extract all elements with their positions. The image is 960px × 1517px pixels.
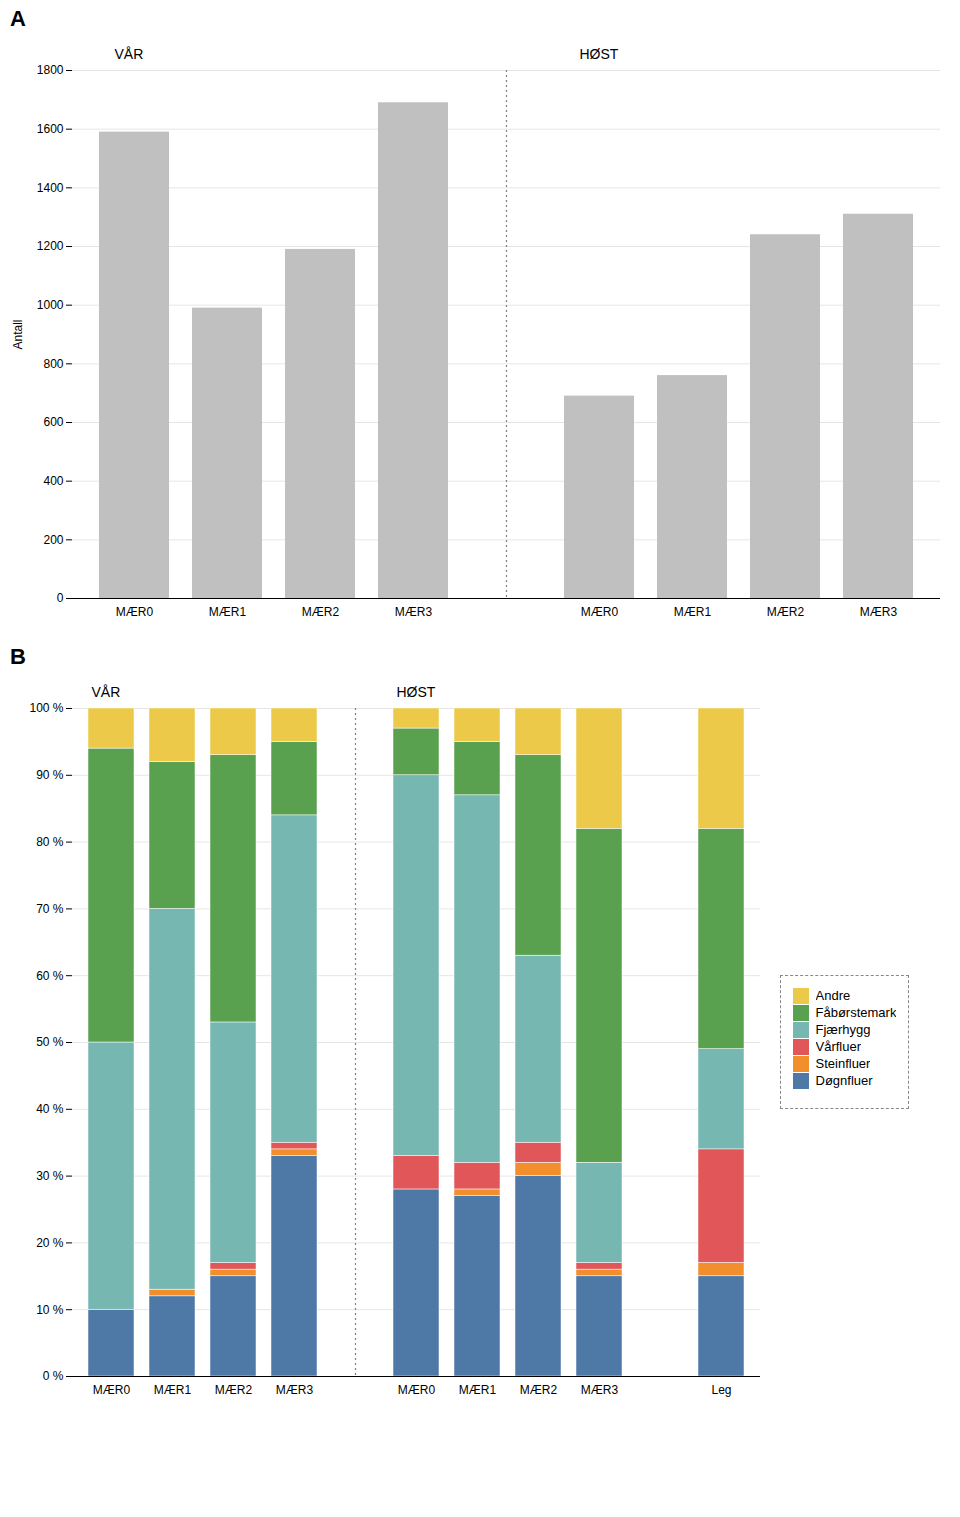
- svg-text:MÆR0: MÆR0: [398, 1383, 436, 1397]
- svg-text:10 %: 10 %: [36, 1303, 64, 1317]
- svg-text:100 %: 100 %: [29, 701, 63, 715]
- svg-text:MÆR2: MÆR2: [767, 605, 805, 619]
- html-text:Døgnfluer: Døgnfluer: [815, 1073, 873, 1089]
- svg-text:600: 600: [43, 415, 63, 429]
- svg-text:MÆR0: MÆR0: [581, 605, 619, 619]
- html-text:B: B: [10, 644, 26, 669]
- svg-text:0: 0: [57, 591, 64, 605]
- svg-text:60 %: 60 %: [36, 969, 64, 983]
- svg-text:50 %: 50 %: [36, 1035, 64, 1049]
- svg-text:1800: 1800: [37, 63, 64, 77]
- html-text:Steinfluer: Steinfluer: [815, 1056, 871, 1072]
- svg-text:Leg: Leg: [711, 1383, 731, 1397]
- html-text:Andre: Andre: [815, 988, 851, 1004]
- svg-text:70 %: 70 %: [36, 902, 64, 916]
- svg-text:30 %: 30 %: [36, 1169, 64, 1183]
- svg-text:80 %: 80 %: [36, 835, 64, 849]
- svg-text:VÅR: VÅR: [115, 46, 144, 62]
- svg-text:200: 200: [43, 533, 63, 547]
- svg-text:MÆR2: MÆR2: [302, 605, 340, 619]
- svg-text:MÆR1: MÆR1: [209, 605, 247, 619]
- html-text:Fåbørstemark: Fåbørstemark: [815, 1005, 897, 1021]
- svg-text:MÆR1: MÆR1: [459, 1383, 497, 1397]
- html-text:Fjærhygg: Fjærhygg: [815, 1022, 871, 1038]
- svg-text:MÆR3: MÆR3: [276, 1383, 314, 1397]
- svg-text:800: 800: [43, 357, 63, 371]
- svg-text:1600: 1600: [37, 122, 64, 136]
- svg-text:1400: 1400: [37, 181, 64, 195]
- svg-text:MÆR1: MÆR1: [154, 1383, 192, 1397]
- svg-text:0 %: 0 %: [43, 1369, 64, 1383]
- html-text:Vårfluer: Vårfluer: [815, 1039, 861, 1055]
- svg-text:1200: 1200: [37, 239, 64, 253]
- svg-text:MÆR2: MÆR2: [520, 1383, 558, 1397]
- svg-text:HØST: HØST: [397, 684, 436, 700]
- svg-text:MÆR2: MÆR2: [215, 1383, 253, 1397]
- svg-text:1000: 1000: [37, 298, 64, 312]
- svg-text:20 %: 20 %: [36, 1236, 64, 1250]
- svg-text:MÆR1: MÆR1: [674, 605, 712, 619]
- svg-text:90 %: 90 %: [36, 768, 64, 782]
- svg-text:HØST: HØST: [580, 46, 619, 62]
- svg-text:40 %: 40 %: [36, 1102, 64, 1116]
- svg-text:MÆR3: MÆR3: [581, 1383, 619, 1397]
- svg-text:MÆR3: MÆR3: [860, 605, 898, 619]
- svg-text:MÆR0: MÆR0: [93, 1383, 131, 1397]
- svg-text:VÅR: VÅR: [92, 684, 121, 700]
- svg-text:Antall: Antall: [11, 319, 25, 349]
- svg-text:400: 400: [43, 474, 63, 488]
- svg-text:MÆR0: MÆR0: [116, 605, 154, 619]
- svg-text:MÆR3: MÆR3: [395, 605, 433, 619]
- html-text:A: A: [10, 6, 26, 31]
